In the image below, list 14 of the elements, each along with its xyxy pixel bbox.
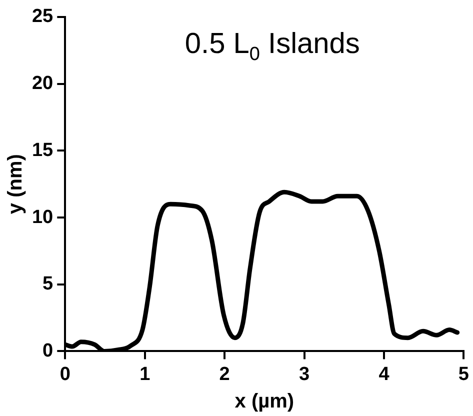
y-axis-title: y (nm) <box>4 154 27 214</box>
x-tick-label: 0 <box>60 364 70 385</box>
y-tick-label: 25 <box>32 6 54 28</box>
y-tick-label: 15 <box>32 140 54 161</box>
y-tick-label: 0 <box>42 340 54 362</box>
y-tick-label: 20 <box>32 73 54 94</box>
x-tick-label: 2 <box>219 364 230 385</box>
x-tick-label: 1 <box>140 364 151 385</box>
y-tick-label: 5 <box>42 274 54 295</box>
x-tick-label: 3 <box>298 364 310 385</box>
x-axis-title: x (µm) <box>234 390 294 413</box>
y-tick-label: 10 <box>32 206 54 228</box>
x-tick-label: 4 <box>378 364 390 385</box>
x-tick-label: 5 <box>458 364 470 385</box>
